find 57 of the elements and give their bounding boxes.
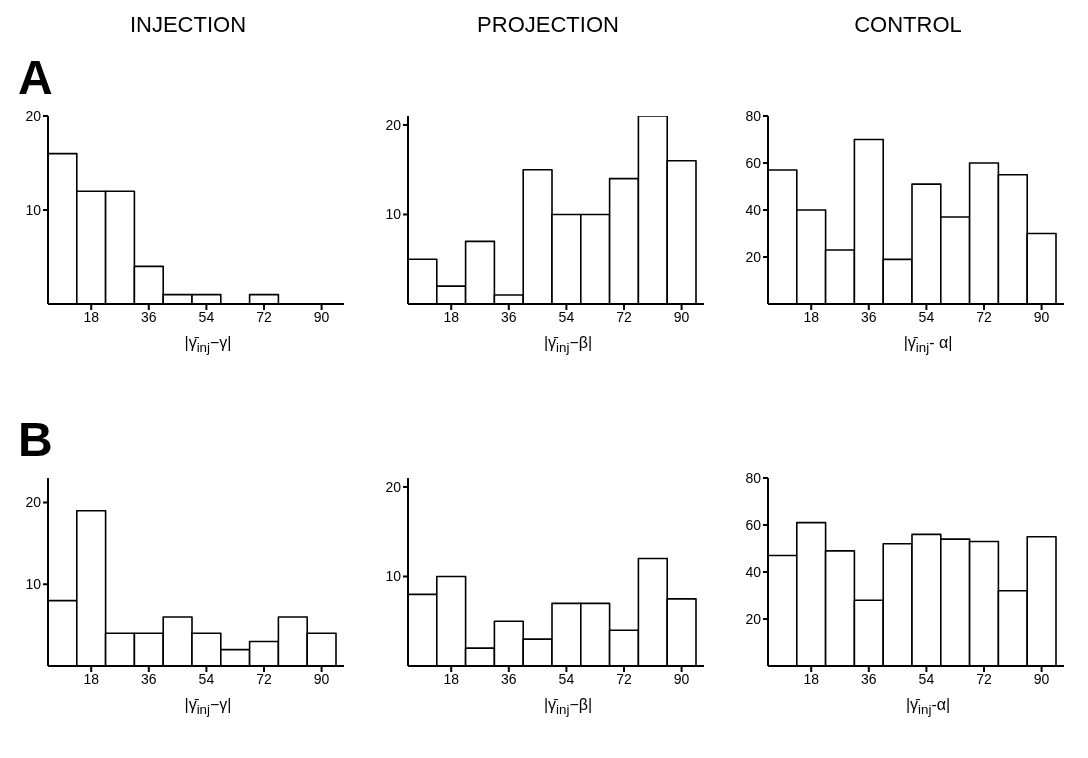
x-tick-label: 72 [976, 670, 992, 687]
y-tick-label: 10 [25, 201, 42, 218]
x-tick-label: 72 [256, 670, 272, 687]
x-tick-label: 36 [141, 670, 157, 687]
x-tick-label: 90 [1033, 670, 1050, 687]
x-tick-label: 54 [198, 670, 215, 687]
chart-title: PROJECTION [476, 11, 620, 39]
x-axis-title: |γ̄$_{inj}$−γ| [183, 334, 233, 356]
y-tick-label: 20 [745, 610, 762, 627]
x-axis-title: |γ̄$_{inj}$−β| [542, 696, 594, 718]
y-tick-label: 60 [745, 516, 762, 533]
y-tick-label: 20 [385, 478, 402, 495]
text: A [18, 51, 53, 104]
x-tick-label: 54 [558, 670, 575, 687]
y-tick-label: 40 [745, 201, 762, 218]
y-tick-label: 20 [745, 248, 762, 265]
x-axis-title: |γ̄$_{inj}$- α| [902, 334, 954, 356]
chart-title: INJECTION [128, 11, 248, 39]
x-tick-label: 90 [313, 308, 330, 325]
x-tick-label: 72 [616, 308, 632, 325]
x-tick-label: 54 [918, 670, 935, 687]
chart-title: CONTROL [853, 11, 963, 39]
x-axis-title: |γ̄$_{inj}$−β| [542, 334, 594, 356]
x-tick-label: 90 [313, 670, 330, 687]
x-tick-label: 18 [803, 670, 820, 687]
x-tick-label: 18 [83, 308, 100, 325]
x-tick-label: 36 [501, 670, 517, 687]
x-tick-label: 18 [803, 308, 820, 325]
x-tick-label: 72 [256, 308, 272, 325]
y-tick-label: 20 [25, 107, 42, 124]
x-tick-label: 90 [673, 308, 690, 325]
y-tick-label: 80 [745, 469, 762, 486]
x-tick-label: 90 [1033, 308, 1050, 325]
x-tick-label: 18 [443, 670, 460, 687]
y-tick-label: 10 [385, 206, 402, 223]
x-tick-label: 36 [861, 670, 877, 687]
x-tick-label: 72 [616, 670, 632, 687]
x-tick-label: 54 [918, 308, 935, 325]
x-tick-label: 18 [443, 308, 460, 325]
x-tick-label: 72 [976, 308, 992, 325]
y-tick-label: 20 [385, 116, 402, 133]
x-tick-label: 90 [673, 670, 690, 687]
x-tick-label: 36 [861, 308, 877, 325]
y-tick-label: 80 [745, 107, 762, 124]
x-tick-label: 18 [83, 670, 100, 687]
x-tick-label: 36 [141, 308, 157, 325]
x-tick-label: 54 [198, 308, 215, 325]
x-tick-label: 54 [558, 308, 575, 325]
y-tick-label: 10 [385, 568, 402, 585]
y-tick-label: 60 [745, 154, 762, 171]
text: B [18, 413, 53, 466]
x-axis-title: |γ̄$_{inj}$−γ| [183, 696, 233, 718]
y-tick-label: 10 [25, 576, 42, 593]
x-tick-label: 36 [501, 308, 517, 325]
y-tick-label: 20 [25, 494, 42, 511]
y-tick-label: 40 [745, 563, 762, 580]
x-axis-title: |γ̄$_{inj}$-α| [904, 696, 952, 718]
